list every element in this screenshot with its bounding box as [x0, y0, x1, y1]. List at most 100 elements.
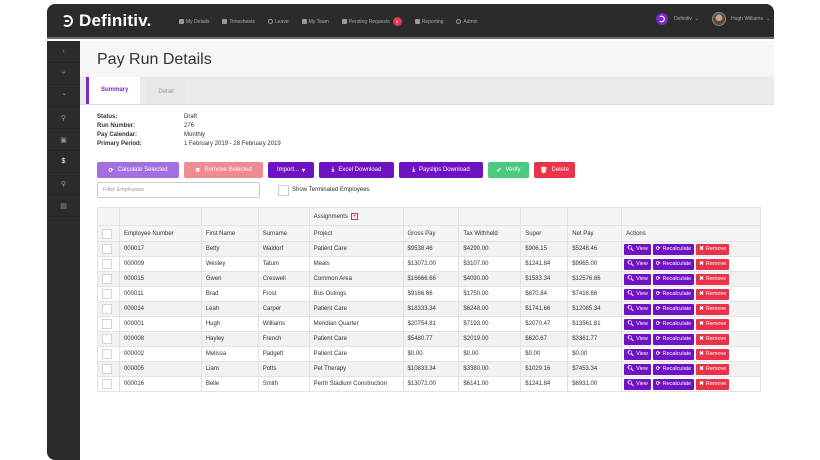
recalculate-button[interactable]: ⟳ Recalculate	[652, 348, 695, 360]
verify-button[interactable]: ✔ Verify	[488, 162, 529, 178]
brand-name: Definitiv.	[79, 11, 152, 30]
row-checkbox[interactable]	[102, 259, 112, 269]
recalculate-button[interactable]: ⟳ Recalculate	[652, 273, 695, 285]
top-navbar: Definitiv. My Details Timesheets Leave M…	[47, 4, 774, 39]
remove-button[interactable]: ✖ Remove	[696, 378, 730, 390]
refresh-icon: ⟳	[655, 276, 661, 282]
first-name: Liam	[200, 361, 259, 377]
user-menu[interactable]: Hugh Williams ⌄	[712, 12, 770, 26]
remove-button[interactable]: ✖ Remove	[696, 318, 730, 330]
nav-my-details[interactable]: My Details	[179, 19, 209, 25]
org-switcher[interactable]: Definitiv ⌄	[656, 13, 699, 25]
download-icon: ⤓	[331, 166, 335, 173]
remove-selected-button[interactable]: ✖ Remove Selected	[184, 162, 263, 178]
remove-button[interactable]: ✖ Remove	[696, 288, 730, 300]
sidebar-item-payroll[interactable]: $	[47, 151, 80, 173]
employee-number: 000001	[118, 316, 202, 332]
row-checkbox[interactable]	[102, 349, 112, 359]
project: Patient Care	[308, 301, 404, 317]
view-button[interactable]: 🔍︎ View	[624, 273, 651, 285]
brand-logo[interactable]: Definitiv.	[61, 11, 152, 31]
col-super[interactable]: Super	[520, 225, 569, 242]
view-button[interactable]: 🔍︎ View	[624, 303, 651, 315]
col-net-pay[interactable]: Net Pay	[567, 225, 623, 242]
remove-button[interactable]: ✖ Remove	[696, 303, 730, 315]
nav-pending-requests[interactable]: Pending Requests 5	[341, 17, 402, 26]
remove-button[interactable]: ✖ Remove	[696, 363, 730, 375]
remove-button[interactable]: ✖ Remove	[696, 273, 730, 285]
nav-reporting[interactable]: Reporting	[414, 19, 443, 25]
select-all-checkbox[interactable]	[102, 228, 112, 239]
row-checkbox[interactable]	[102, 334, 112, 344]
view-button[interactable]: 🔍︎ View	[624, 363, 651, 375]
col-project[interactable]: Project	[308, 225, 404, 242]
table-body: 000017 Betty Waldorf Patient Care $9538.…	[97, 241, 761, 392]
clock-icon	[268, 19, 274, 24]
excel-download-button[interactable]: ⤓ Excel Download	[319, 162, 394, 178]
recalculate-button[interactable]: ⟳ Recalculate	[652, 258, 695, 270]
tab-summary[interactable]: Summary	[86, 77, 141, 104]
view-button[interactable]: 🔍︎ View	[624, 243, 651, 255]
sidebar-item-calendar[interactable]: ▣	[47, 129, 80, 151]
row-checkbox[interactable]	[102, 379, 112, 389]
view-button[interactable]: 🔍︎ View	[624, 288, 651, 300]
nav-timesheets[interactable]: Timesheets	[222, 19, 255, 25]
org-logo-icon	[656, 13, 668, 25]
sidebar-item-announcements[interactable]: ⚲	[47, 173, 80, 195]
view-button[interactable]: 🔍︎ View	[624, 258, 651, 270]
expand-plus-icon[interactable]: +	[350, 212, 358, 220]
sidebar-item-dashboard[interactable]: ◔	[47, 85, 80, 107]
view-button[interactable]: 🔍︎ View	[624, 348, 651, 360]
remove-button[interactable]: ✖ Remove	[696, 243, 730, 255]
sidebar-item-locations[interactable]: ⚲	[47, 107, 80, 129]
table-row: 000016 Belle Smith Perth Stadium Constru…	[97, 376, 761, 392]
filter-employees-input[interactable]	[97, 182, 260, 198]
remove-button[interactable]: ✖ Remove	[696, 258, 730, 270]
close-icon: ✖	[699, 291, 704, 297]
row-checkbox[interactable]	[102, 289, 112, 299]
button-label: Recalculate	[662, 306, 692, 312]
delete-button[interactable]: 🗑︎ Delete	[534, 162, 575, 178]
calculate-selected-button[interactable]: ⟳ Calculate Selected	[97, 162, 179, 178]
nav-leave[interactable]: Leave	[268, 19, 289, 25]
tax-withheld: $4090.00	[458, 271, 522, 287]
row-checkbox[interactable]	[102, 244, 112, 254]
remove-button[interactable]: ✖ Remove	[696, 348, 730, 360]
employee-number: 000009	[118, 256, 202, 272]
import-dropdown-button[interactable]: Import... ▾	[268, 162, 314, 178]
recalculate-button[interactable]: ⟳ Recalculate	[652, 333, 695, 345]
sidebar-expand-button[interactable]: ›	[47, 41, 80, 63]
row-checkbox[interactable]	[102, 319, 112, 329]
search-icon: 🔍︎	[627, 366, 635, 372]
recalculate-button[interactable]: ⟳ Recalculate	[652, 303, 695, 315]
recalculate-button[interactable]: ⟳ Recalculate	[652, 378, 695, 390]
row-checkbox[interactable]	[102, 364, 112, 374]
nav-admin[interactable]: Admin	[456, 19, 478, 25]
row-checkbox[interactable]	[102, 274, 112, 284]
surname: Smith	[257, 376, 310, 392]
recalculate-button[interactable]: ⟳ Recalculate	[652, 243, 695, 255]
sidebar-item-reports[interactable]: ▤	[47, 195, 80, 217]
remove-button[interactable]: ✖ Remove	[696, 333, 730, 345]
search-icon: 🔍︎	[627, 291, 635, 297]
view-button[interactable]: 🔍︎ View	[624, 378, 651, 390]
view-button[interactable]: 🔍︎ View	[624, 318, 651, 330]
col-tax-withheld[interactable]: Tax Withheld	[458, 225, 522, 242]
recalculate-button[interactable]: ⟳ Recalculate	[652, 363, 695, 375]
super: $870.84	[520, 286, 569, 302]
payslips-download-button[interactable]: ⤓ Payslips Download	[399, 162, 483, 178]
recalculate-button[interactable]: ⟳ Recalculate	[652, 318, 695, 330]
col-first-name[interactable]: First Name	[200, 225, 259, 242]
tab-detail[interactable]: Detail	[146, 80, 186, 104]
nav-my-team[interactable]: My Team	[301, 19, 329, 25]
net-pay: $7416.66	[567, 286, 623, 302]
col-surname[interactable]: Surname	[257, 225, 310, 242]
col-gross-pay[interactable]: Gross Pay	[402, 225, 460, 242]
row-checkbox[interactable]	[102, 304, 112, 314]
col-employee-number[interactable]: Employee Number	[118, 225, 202, 242]
gross-pay: $13072.00	[402, 376, 460, 392]
view-button[interactable]: 🔍︎ View	[624, 333, 651, 345]
show-terminated-checkbox[interactable]	[278, 184, 289, 196]
recalculate-button[interactable]: ⟳ Recalculate	[652, 288, 695, 300]
sidebar-item-org[interactable]: ⑂	[47, 63, 80, 85]
